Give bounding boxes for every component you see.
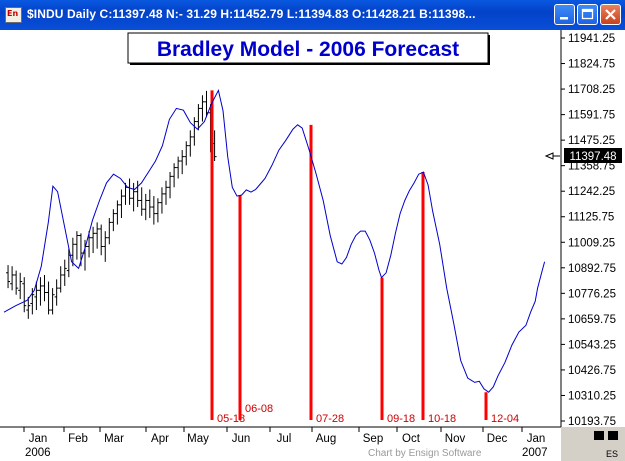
x-tick-label: Apr	[151, 433, 169, 445]
x-tick-label: May	[187, 433, 209, 445]
black-swatch-2[interactable]	[608, 431, 618, 440]
x-tick-label: Jul	[277, 433, 292, 445]
plot-background	[0, 30, 561, 427]
x-tick-label: Jan	[29, 433, 48, 445]
time-axis-panel	[0, 427, 561, 461]
price-axis-panel	[561, 30, 625, 427]
year-right-label: 2007	[522, 447, 548, 459]
turn-date-label: 07-28	[316, 413, 344, 425]
y-tick-label: 11358.75	[568, 161, 615, 173]
minimize-icon	[560, 17, 568, 20]
last-price-marker: 11397.48	[544, 148, 622, 163]
x-tick-label: Feb	[68, 433, 88, 445]
y-tick-label: 11242.25	[568, 186, 615, 198]
close-icon	[605, 9, 616, 20]
x-tick-label: Jun	[232, 433, 251, 445]
x-axis-ticks: Jan Feb Mar Apr May Jun Jul Aug Sep Oct Nov Dec Jan	[23, 427, 546, 445]
y-tick-label: 10193.75	[568, 416, 616, 428]
turn-date-label: 06-08	[245, 403, 273, 415]
black-swatch-1[interactable]	[594, 431, 604, 440]
x-tick-label: Nov	[445, 433, 466, 445]
y-tick-label: 10426.75	[568, 365, 616, 377]
y-tick-label: 10892.75	[568, 263, 616, 275]
minimize-button[interactable]	[554, 4, 575, 25]
app-icon[interactable]: En	[5, 7, 22, 23]
y-tick-label: 11708.25	[568, 84, 615, 96]
x-tick-label: Sep	[363, 433, 383, 445]
last-price-label: 11397.48	[569, 151, 616, 163]
y-tick-label: 10659.75	[568, 314, 616, 326]
y-tick-label: 11941.25	[568, 33, 615, 45]
y-tick-label: 10776.25	[568, 288, 616, 300]
chart-credit: Chart by Ensign Software	[368, 448, 482, 459]
close-button[interactable]	[600, 4, 621, 25]
y-tick-label: 11125.75	[568, 212, 614, 224]
title-bar[interactable]: En $INDU Daily C:11397.48 N:- 31.29 H:11…	[0, 0, 625, 30]
y-tick-label: 11824.75	[568, 59, 615, 71]
es-label: ES	[606, 449, 618, 459]
y-tick-label: 11009.25	[568, 237, 615, 249]
turn-date-label: 10-18	[428, 413, 456, 425]
y-tick-label: 10543.25	[568, 339, 616, 351]
turn-date-label: 05-18	[217, 413, 245, 425]
turn-date-label: 09-18	[387, 413, 415, 425]
x-tick-label: Oct	[402, 433, 421, 445]
x-tick-label: Mar	[104, 433, 124, 445]
price-bars	[6, 90, 217, 319]
bradley-forecast-line	[3, 88, 546, 393]
y-tick-label: 11475.25	[568, 135, 615, 147]
app-icon-text: En	[7, 9, 19, 18]
maximize-icon	[581, 8, 594, 20]
y-tick-label: 11591.75	[568, 110, 615, 122]
chart-title: Bradley Model - 2006 Forecast	[157, 38, 459, 61]
maximize-button[interactable]	[577, 4, 598, 25]
window-title: $INDU Daily C:11397.48 N:- 31.29 H:11452…	[27, 7, 476, 21]
y-axis-ticks: 11941.25 11824.75 11708.25 11591.75 11475.25…	[561, 33, 616, 428]
x-tick-label: Jan	[527, 433, 546, 445]
x-tick-label: Dec	[487, 433, 508, 445]
year-left-label: 2006	[25, 447, 51, 459]
x-tick-label: Aug	[316, 433, 336, 445]
turn-date-label: 12-04	[491, 413, 519, 425]
y-tick-label: 10310.25	[568, 390, 616, 402]
chart-title-box: Bradley Model - 2006 Forecast	[127, 32, 490, 65]
chart-area[interactable]: 11941.25 11824.75 11708.25 11591.75 11475.25…	[0, 30, 625, 461]
